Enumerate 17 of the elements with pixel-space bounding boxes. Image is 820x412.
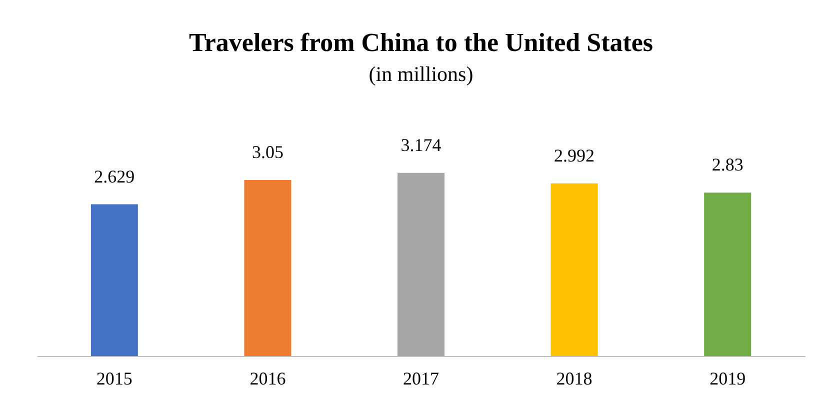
x-tick-label: 2019 <box>710 368 746 388</box>
data-label: 3.174 <box>400 134 442 155</box>
x-tick-label: 2016 <box>250 368 286 388</box>
x-tick-label: 2018 <box>556 368 592 388</box>
chart-subtitle: (in millions) <box>368 62 474 86</box>
data-label: 2.629 <box>94 166 135 186</box>
bar <box>398 172 444 356</box>
chart-title: Travelers from China to the United States <box>188 28 654 57</box>
bar <box>704 192 752 356</box>
bar <box>90 204 138 356</box>
bar <box>244 180 292 356</box>
x-tick-label: 2015 <box>96 368 132 388</box>
data-label: 2.83 <box>712 154 744 175</box>
data-label: 2.992 <box>554 145 595 166</box>
bar <box>550 183 598 356</box>
data-label: 3.05 <box>252 142 284 162</box>
x-tick-label: 2017 <box>403 368 439 388</box>
